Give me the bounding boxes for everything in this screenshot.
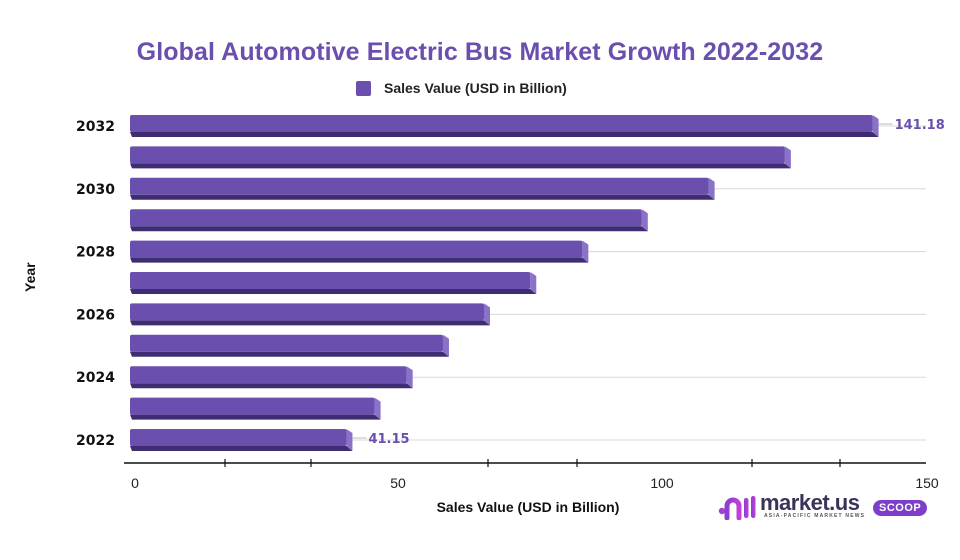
bar-bottom-face	[130, 446, 353, 451]
bar-2026	[130, 303, 484, 321]
bar-bottom-face	[130, 257, 589, 263]
bar-side-face	[346, 429, 353, 451]
y-tick-label: 2026	[76, 307, 115, 323]
bar-2024	[130, 366, 407, 384]
bar-bottom-face	[130, 414, 381, 420]
bar-side-face	[582, 240, 589, 263]
y-tick-label: 2032	[76, 119, 115, 135]
bar-2025	[130, 334, 443, 352]
y-tick-label: 2028	[76, 245, 115, 261]
y-tick-label: 2022	[76, 433, 115, 449]
bar-side-face	[530, 272, 537, 294]
x-tick-label: 0	[131, 475, 139, 491]
bar-2032	[130, 115, 873, 132]
bar-2028	[130, 240, 583, 258]
bar-bottom-face	[130, 226, 648, 232]
data-label: 141.18	[895, 118, 945, 133]
x-tick-label: 50	[390, 475, 406, 491]
bar-bottom-face	[130, 132, 879, 137]
logo-tagline: ASIA-PACIFIC MARKET NEWS	[764, 513, 866, 519]
bar-bottom-face	[130, 289, 537, 294]
bar-2022	[130, 429, 347, 446]
bar-side-face	[872, 115, 879, 137]
x-tick-label: 100	[650, 475, 674, 491]
bar-2023	[130, 397, 375, 415]
market-us-logo: market.us ASIA-PACIFIC MARKET NEWS SCOOP	[718, 490, 933, 524]
y-tick-label: 2024	[76, 370, 115, 386]
legend-label: Sales Value (USD in Billion)	[384, 80, 567, 96]
bar-bottom-face	[130, 320, 490, 326]
logo-brand: market.us	[760, 490, 860, 515]
bar-side-face	[374, 397, 381, 420]
bar-bottom-face	[130, 351, 449, 357]
legend: Sales Value (USD in Billion)	[356, 78, 567, 98]
bar-bottom-face	[130, 383, 413, 389]
bar-bottom-face	[130, 194, 715, 200]
legend-swatch	[356, 80, 371, 96]
bar-side-face	[641, 209, 648, 232]
y-tick-label: 2030	[76, 182, 115, 198]
bar-bottom-face	[130, 163, 791, 169]
logo-mark-icon	[718, 496, 756, 520]
bar-side-face	[708, 177, 715, 200]
bar-2031	[130, 146, 785, 164]
bar-2030	[130, 177, 709, 195]
bar-2027	[130, 272, 531, 289]
bar-2029	[130, 209, 642, 227]
x-tick-label: 150	[915, 475, 939, 491]
bar-side-face	[442, 334, 449, 357]
bar-side-face	[406, 366, 413, 389]
data-label: 41.15	[368, 432, 409, 447]
logo-badge: SCOOP	[873, 500, 928, 516]
x-axis-label: Sales Value (USD in Billion)	[436, 499, 620, 515]
bar-side-face	[483, 303, 490, 326]
bar-side-face	[784, 146, 791, 169]
chart-title: Global Automotive Electric Bus Market Gr…	[136, 38, 824, 66]
